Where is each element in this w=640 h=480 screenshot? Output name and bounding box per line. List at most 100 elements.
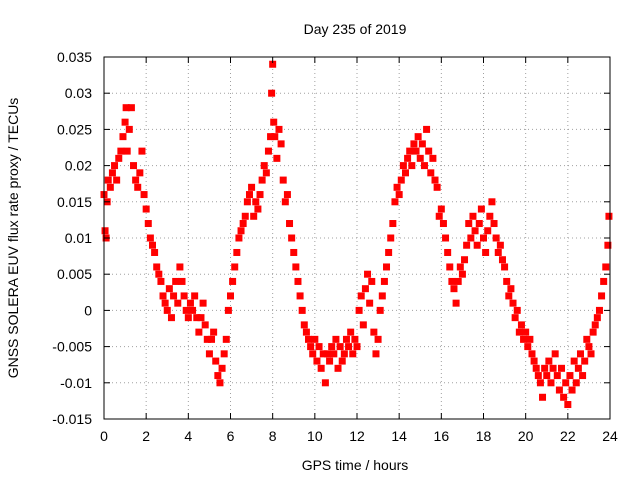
data-point [359, 321, 367, 329]
data-point [104, 176, 112, 184]
data-point [222, 335, 230, 343]
data-point [433, 183, 441, 191]
data-point [475, 220, 483, 228]
data-point [258, 176, 266, 184]
data-point [142, 205, 150, 213]
data-point [576, 350, 584, 358]
data-point [288, 234, 296, 242]
data-point [332, 335, 340, 343]
data-point [182, 306, 190, 314]
data-point [507, 285, 515, 293]
data-point [477, 205, 485, 213]
data-point [300, 321, 308, 329]
data-point [277, 140, 285, 148]
data-point [134, 183, 142, 191]
data-point [241, 212, 249, 220]
data-point [570, 357, 578, 365]
data-point [165, 285, 173, 293]
data-point [269, 60, 277, 68]
y-axis-title: GNSS SOLERA EUV flux rate proxy / TECUs [5, 98, 21, 379]
data-point [579, 372, 587, 380]
data-point [509, 299, 517, 307]
data-point [227, 292, 234, 300]
data-point [568, 386, 576, 394]
data-point [536, 379, 544, 387]
data-point [517, 321, 525, 329]
data-point [572, 379, 580, 387]
data-point [370, 328, 378, 336]
data-point [378, 292, 386, 300]
data-point [117, 147, 125, 155]
y-tick-label: 0.02 [65, 158, 92, 174]
data-point [458, 270, 466, 278]
data-point [600, 277, 608, 285]
data-point [197, 314, 205, 322]
data-point [374, 335, 382, 343]
data-point [480, 234, 487, 242]
x-tick-label: 20 [518, 428, 534, 444]
data-point [522, 328, 530, 336]
x-tick-label: 14 [391, 428, 407, 444]
data-point [465, 220, 473, 228]
data-point [416, 154, 424, 162]
data-point [122, 104, 130, 112]
data-point [336, 343, 344, 351]
data-point [161, 299, 169, 307]
data-point [157, 277, 165, 285]
data-point [408, 162, 416, 170]
data-point [404, 154, 412, 162]
data-point [412, 147, 420, 155]
data-point [511, 314, 519, 322]
data-point [376, 306, 384, 314]
data-point [446, 263, 454, 271]
data-point [484, 227, 492, 235]
data-point [121, 118, 129, 126]
data-point [313, 357, 321, 365]
data-point [532, 364, 540, 372]
data-point [330, 350, 338, 358]
data-point [357, 292, 365, 300]
data-point [547, 379, 555, 387]
data-point [125, 125, 133, 133]
data-point [368, 277, 376, 285]
data-point [454, 277, 462, 285]
data-point [473, 241, 481, 249]
data-point [302, 328, 310, 336]
data-point [286, 220, 294, 228]
data-point [418, 140, 426, 148]
data-point [414, 133, 422, 141]
data-point [353, 343, 361, 351]
y-tick-label: -0.01 [60, 375, 92, 391]
data-point [399, 162, 407, 170]
data-point [593, 314, 601, 322]
data-point [555, 386, 563, 394]
data-point [448, 277, 456, 285]
data-point [283, 191, 291, 199]
y-tick-label: 0.03 [65, 85, 92, 101]
data-point [595, 306, 603, 314]
data-point [545, 357, 553, 365]
data-point [296, 292, 304, 300]
data-point [385, 248, 393, 256]
data-point [549, 364, 557, 372]
data-point [389, 220, 397, 228]
x-tick-label: 2 [142, 428, 150, 444]
data-point [526, 335, 534, 343]
data-point [237, 227, 245, 235]
data-point [364, 270, 372, 278]
data-point [585, 343, 593, 351]
data-point [205, 350, 213, 358]
ticks-layer: 0 2 4 6 8 10 12 14 16 18 20 22 24-0.015-0.01-0.00500… [52, 49, 618, 444]
data-point [340, 350, 348, 358]
data-point [469, 212, 477, 220]
data-point [605, 212, 613, 220]
y-tick-label: 0.035 [57, 49, 92, 65]
y-tick-label: 0.005 [57, 266, 92, 282]
data-point [456, 263, 464, 271]
data-point [439, 220, 447, 228]
data-point [180, 292, 188, 300]
data-point [220, 350, 228, 358]
y-tick-label: -0.015 [52, 411, 92, 427]
data-point [163, 306, 171, 314]
data-point [482, 248, 490, 256]
